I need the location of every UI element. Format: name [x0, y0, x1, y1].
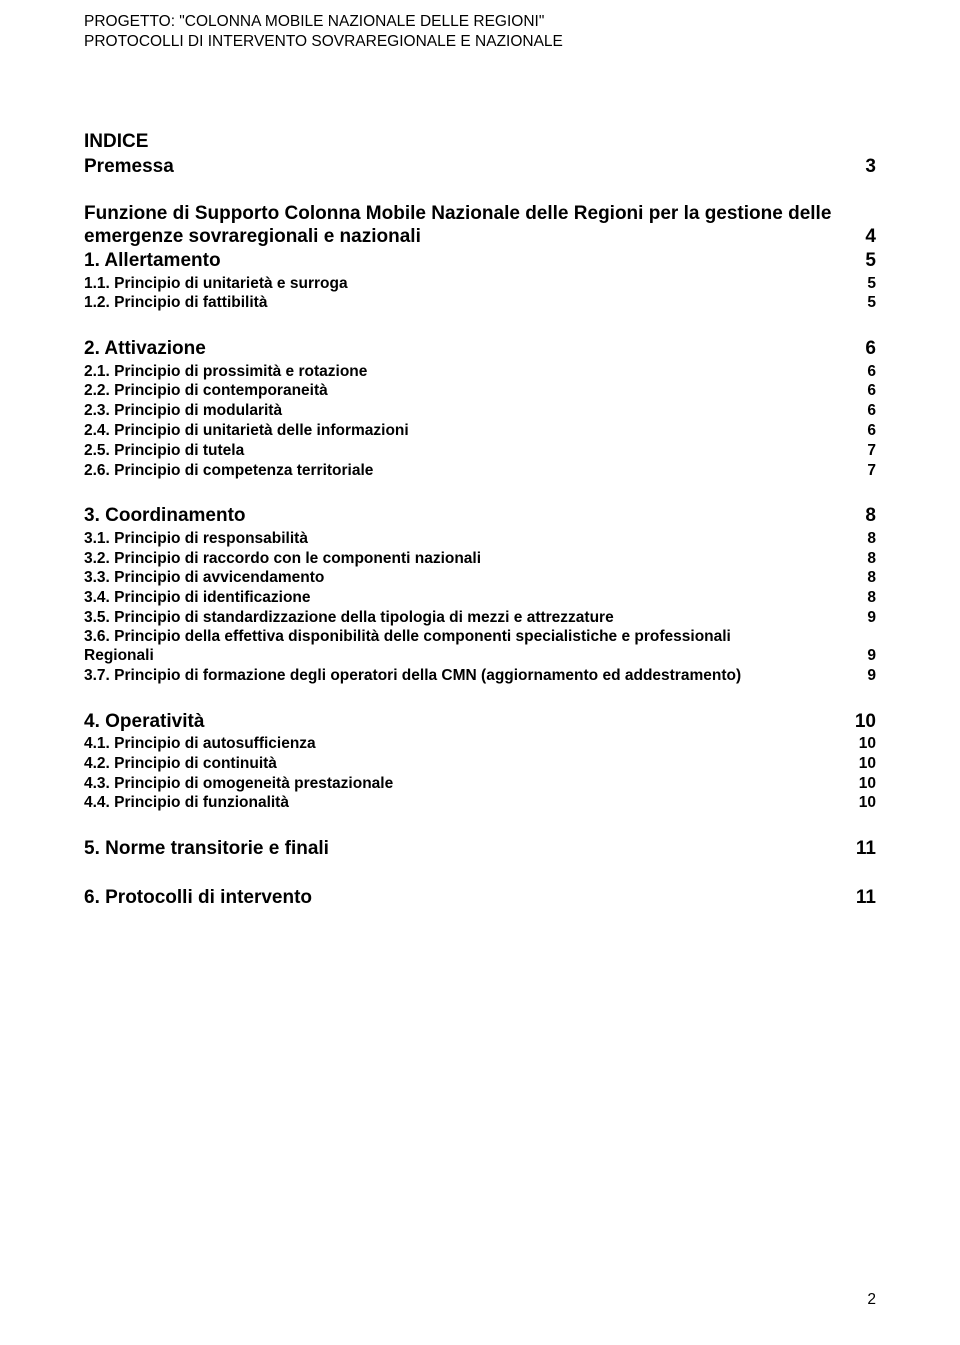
toc-item-label: 1.1. Principio di unitarietà e surroga: [84, 274, 348, 294]
toc-s5-page: 11: [844, 837, 876, 861]
toc-item: 4.3. Principio di omogeneità prestaziona…: [84, 774, 876, 794]
toc-item-36: 3.6. Principio della effettiva disponibi…: [84, 628, 876, 666]
toc-item: 4.4. Principio di funzionalità 10: [84, 793, 876, 813]
toc-s5-label: 5. Norme transitorie e finali: [84, 837, 329, 861]
toc-item-page: 9: [846, 608, 876, 628]
toc-item: 4.1. Principio di autosufficienza 10: [84, 734, 876, 754]
toc-item-label: 2.6. Principio di competenza territorial…: [84, 461, 373, 481]
toc-item-label: 3.1. Principio di responsabilità: [84, 529, 308, 549]
toc-item-page: 6: [846, 421, 876, 441]
toc-premessa-label: Premessa: [84, 155, 174, 179]
toc-item-label: 3.3. Principio di avvicendamento: [84, 568, 324, 588]
header-line-2: PROTOCOLLI DI INTERVENTO SOVRAREGIONALE …: [84, 32, 876, 52]
toc-item-page: 10: [846, 774, 876, 794]
toc-item: 1.1. Principio di unitarietà e surroga 5: [84, 274, 876, 294]
toc-premessa: Premessa 3: [84, 155, 876, 179]
toc-item-page: 5: [846, 274, 876, 294]
toc-item-36-page: 9: [846, 646, 876, 666]
toc-item: 3.5. Principio di standardizzazione dell…: [84, 608, 876, 628]
toc-item: 4.2. Principio di continuità 10: [84, 754, 876, 774]
toc-item: 3.3. Principio di avvicendamento 8: [84, 568, 876, 588]
toc-s6-head: 6. Protocolli di intervento 11: [84, 886, 876, 910]
toc-item: 2.6. Principio di competenza territorial…: [84, 461, 876, 481]
page: PROGETTO: "COLONNA MOBILE NAZIONALE DELL…: [0, 0, 960, 910]
page-number: 2: [867, 1291, 876, 1309]
toc-item: 1.2. Principio di fattibilità 5: [84, 293, 876, 313]
toc-item-page: 10: [846, 734, 876, 754]
toc-s2-head: 2. Attivazione 6: [84, 337, 876, 361]
toc-item-page: 7: [846, 441, 876, 461]
toc-s3-label: 3. Coordinamento: [84, 504, 246, 528]
toc-premessa-page: 3: [846, 155, 876, 179]
toc-s6-label: 6. Protocolli di intervento: [84, 886, 312, 910]
toc-s1-label: 1. Allertamento: [84, 249, 221, 273]
toc-item-label: 2.5. Principio di tutela: [84, 441, 244, 461]
toc-item-label: 4.1. Principio di autosufficienza: [84, 734, 316, 754]
toc-item-page: 8: [846, 529, 876, 549]
toc-item-label: 4.3. Principio di omogeneità prestaziona…: [84, 774, 393, 794]
toc-item-page: 6: [846, 381, 876, 401]
toc-item-label: 3.7. Principio di formazione degli opera…: [84, 666, 741, 686]
toc-s3-page: 8: [846, 504, 876, 528]
toc-item-label: 2.4. Principio di unitarietà delle infor…: [84, 421, 409, 441]
toc-s2-label: 2. Attivazione: [84, 337, 206, 361]
toc-s6-page: 11: [844, 886, 876, 910]
toc-item-page: 8: [846, 568, 876, 588]
toc-funzione-line1: Funzione di Supporto Colonna Mobile Nazi…: [84, 203, 876, 225]
toc-s3-head: 3. Coordinamento 8: [84, 504, 876, 528]
toc-s1-head: 1. Allertamento 5: [84, 249, 876, 273]
toc-s2-page: 6: [846, 337, 876, 361]
toc-item-36-line2: Regionali: [84, 646, 154, 666]
toc-item-page: 8: [846, 549, 876, 569]
toc-s4-label: 4. Operatività: [84, 710, 204, 734]
toc-item: 3.7. Principio di formazione degli opera…: [84, 666, 876, 686]
toc-item-page: 10: [846, 793, 876, 813]
toc-item: 3.1. Principio di responsabilità 8: [84, 529, 876, 549]
toc-item: 3.4. Principio di identificazione 8: [84, 588, 876, 608]
toc-item-page: 6: [846, 401, 876, 421]
toc-s4-head: 4. Operatività 10: [84, 710, 876, 734]
toc-item-page: 10: [846, 754, 876, 774]
toc-item-label: 2.3. Principio di modularità: [84, 401, 282, 421]
toc-funzione-page: 4: [846, 225, 876, 249]
toc-item: 2.4. Principio di unitarietà delle infor…: [84, 421, 876, 441]
toc-item: 2.3. Principio di modularità 6: [84, 401, 876, 421]
toc-title: INDICE: [84, 130, 876, 154]
toc-item-page: 5: [846, 293, 876, 313]
toc-item: 3.2. Principio di raccordo con le compon…: [84, 549, 876, 569]
header-line-1: PROGETTO: "COLONNA MOBILE NAZIONALE DELL…: [84, 12, 876, 32]
toc-s1-page: 5: [846, 249, 876, 273]
toc-item-page: 6: [846, 362, 876, 382]
toc-item-label: 4.2. Principio di continuità: [84, 754, 277, 774]
toc-item-label: 1.2. Principio di fattibilità: [84, 293, 267, 313]
toc-item-label: 3.5. Principio di standardizzazione dell…: [84, 608, 614, 628]
toc-item-36-line1: 3.6. Principio della effettiva disponibi…: [84, 628, 876, 646]
toc-item: 2.1. Principio di prossimità e rotazione…: [84, 362, 876, 382]
toc-item-page: 8: [846, 588, 876, 608]
toc-item-label: 2.2. Principio di contemporaneità: [84, 381, 328, 401]
toc-funzione-line2: emergenze sovraregionali e nazionali: [84, 225, 421, 249]
toc-item-label: 2.1. Principio di prossimità e rotazione: [84, 362, 367, 382]
toc-item: 2.5. Principio di tutela 7: [84, 441, 876, 461]
toc-item-label: 3.2. Principio di raccordo con le compon…: [84, 549, 481, 569]
toc-s5-head: 5. Norme transitorie e finali 11: [84, 837, 876, 861]
toc-item: 2.2. Principio di contemporaneità 6: [84, 381, 876, 401]
document-header: PROGETTO: "COLONNA MOBILE NAZIONALE DELL…: [84, 12, 876, 52]
toc-item-page: 7: [846, 461, 876, 481]
toc-item-label: 3.4. Principio di identificazione: [84, 588, 311, 608]
toc-s4-page: 10: [843, 710, 876, 734]
toc-item-label: 4.4. Principio di funzionalità: [84, 793, 289, 813]
toc-item-page: 9: [846, 666, 876, 686]
toc-funzione: Funzione di Supporto Colonna Mobile Nazi…: [84, 203, 876, 249]
